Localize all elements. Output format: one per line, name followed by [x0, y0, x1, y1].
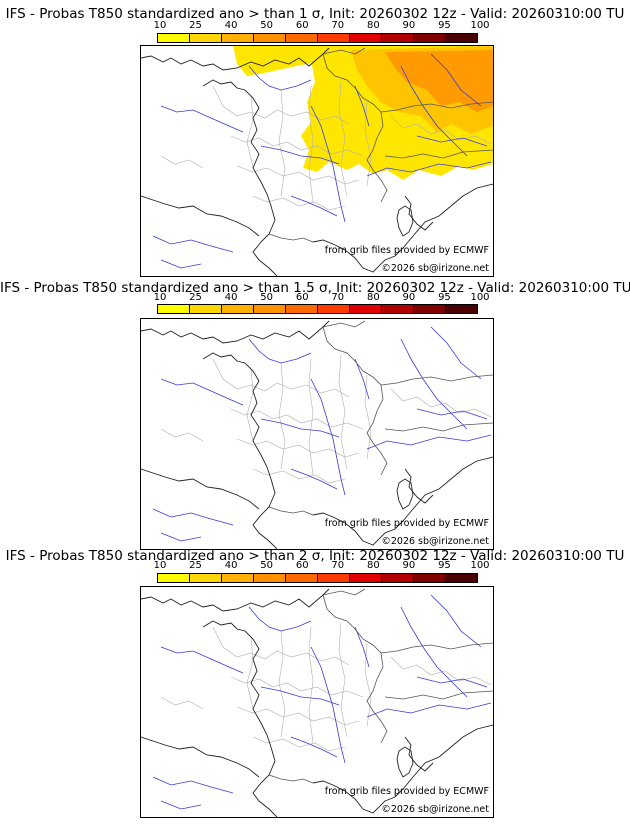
river-lines [152, 594, 492, 810]
colorbar-tick-label: 50 [260, 292, 274, 303]
colorbar-swatch [190, 574, 222, 582]
colorbar-tick-label: 100 [470, 20, 490, 31]
colorbar-swatch [350, 34, 382, 42]
colorbar-swatch [190, 305, 222, 313]
colorbar-tick-label: 40 [224, 560, 238, 571]
corsica-outline [396, 205, 414, 237]
colorbar-tick-label: 50 [260, 560, 274, 571]
colorbar-tick-label: 100 [470, 292, 490, 303]
colorbar-swatch [254, 34, 286, 42]
colorbar-tick-label: 90 [402, 20, 416, 31]
colorbar-tick-label: 60 [295, 292, 309, 303]
river-lines [152, 326, 492, 542]
colorbar [157, 304, 478, 314]
colorbar-ticks: 10 25 40 50 60 70 80 90 95 100 [153, 292, 490, 304]
panel-title: IFS - Probas T850 standardized ano > tha… [0, 280, 630, 296]
map-panel-2sigma: IFS - Probas T850 standardized ano > tha… [0, 540, 630, 818]
colorbar-tick-label: 70 [331, 20, 345, 31]
colorbar-tick-label: 80 [366, 560, 380, 571]
colorbar-swatch [446, 34, 477, 42]
coastline [141, 320, 493, 549]
colorbar-swatch [222, 574, 254, 582]
probability-map: from grib files provided by ECMWF ©2026 … [140, 318, 494, 550]
source-credit: from grib files provided by ECMWF [324, 518, 489, 529]
colorbar-swatch [254, 574, 286, 582]
copyright-credit: ©2026 sb@irizone.net [381, 804, 489, 815]
colorbar-tick-label: 90 [402, 292, 416, 303]
colorbar-tick-label: 60 [295, 560, 309, 571]
corsica-outline [396, 478, 414, 510]
colorbar-swatch [286, 305, 318, 313]
colorbar-swatch [446, 574, 477, 582]
colorbar-tick-label: 60 [295, 20, 309, 31]
colorbar-swatch [350, 305, 382, 313]
colorbar-tick-label: 95 [438, 560, 451, 571]
colorbar [157, 33, 478, 43]
colorbar-tick-label: 80 [366, 292, 380, 303]
colorbar-tick-label: 40 [224, 20, 238, 31]
country-borders [268, 588, 493, 784]
department-boundaries [160, 622, 492, 752]
panel-title: IFS - Probas T850 standardized ano > tha… [5, 6, 625, 22]
coastline [141, 47, 493, 276]
colorbar-tick-label: 25 [189, 20, 202, 31]
copyright-credit: ©2026 sb@irizone.net [381, 536, 489, 547]
colorbar-swatch [190, 34, 222, 42]
colorbar-swatch [158, 34, 190, 42]
colorbar-swatch [414, 305, 446, 313]
colorbar-swatch [446, 305, 477, 313]
colorbar-tick-label: 70 [331, 560, 345, 571]
colorbar-tick-label: 10 [153, 292, 167, 303]
colorbar [157, 573, 478, 583]
colorbar-swatch [414, 574, 446, 582]
colorbar-ticks: 10 25 40 50 60 70 80 90 95 100 [153, 560, 490, 572]
colorbar-swatch [158, 574, 190, 582]
colorbar-swatch [254, 305, 286, 313]
copyright-credit: ©2026 sb@irizone.net [381, 263, 489, 274]
colorbar-tick-label: 90 [402, 560, 416, 571]
map-panel-1-5sigma: IFS - Probas T850 standardized ano > tha… [0, 270, 630, 550]
colorbar-swatch [222, 34, 254, 42]
colorbar-swatch [382, 34, 414, 42]
panel-title: IFS - Probas T850 standardized ano > tha… [5, 548, 625, 564]
colorbar-tick-label: 80 [366, 20, 380, 31]
probability-map: from grib files provided by ECMWF ©2026 … [140, 45, 494, 277]
colorbar-swatch [318, 305, 350, 313]
department-boundaries [160, 81, 492, 211]
map-panel-1sigma: IFS - Probas T850 standardized ano > tha… [0, 0, 630, 277]
source-credit: from grib files provided by ECMWF [324, 786, 489, 797]
colorbar-ticks: 10 25 40 50 60 70 80 90 95 100 [153, 20, 490, 32]
colorbar-swatch [158, 305, 190, 313]
department-boundaries [160, 354, 492, 484]
colorbar-tick-label: 25 [189, 292, 202, 303]
colorbar-swatch [350, 574, 382, 582]
colorbar-tick-label: 25 [189, 560, 202, 571]
colorbar-swatch [286, 34, 318, 42]
colorbar-swatch [222, 305, 254, 313]
colorbar-tick-label: 95 [438, 292, 451, 303]
coastline [141, 588, 493, 817]
probability-map: from grib files provided by ECMWF ©2026 … [140, 586, 494, 818]
colorbar-swatch [318, 574, 350, 582]
colorbar-tick-label: 10 [153, 560, 167, 571]
colorbar-tick-label: 50 [260, 20, 274, 31]
colorbar-tick-label: 40 [224, 292, 238, 303]
river-lines [152, 53, 492, 269]
corsica-outline [396, 746, 414, 778]
country-borders [268, 47, 493, 243]
colorbar-swatch [286, 574, 318, 582]
colorbar-swatch [318, 34, 350, 42]
colorbar-tick-label: 70 [331, 292, 345, 303]
country-borders [268, 320, 493, 516]
source-credit: from grib files provided by ECMWF [324, 245, 489, 256]
colorbar-tick-label: 95 [438, 20, 451, 31]
colorbar-tick-label: 100 [470, 560, 490, 571]
colorbar-tick-label: 10 [153, 20, 167, 31]
colorbar-swatch [414, 34, 446, 42]
colorbar-swatch [382, 574, 414, 582]
colorbar-swatch [382, 305, 414, 313]
probability-field [233, 46, 493, 180]
